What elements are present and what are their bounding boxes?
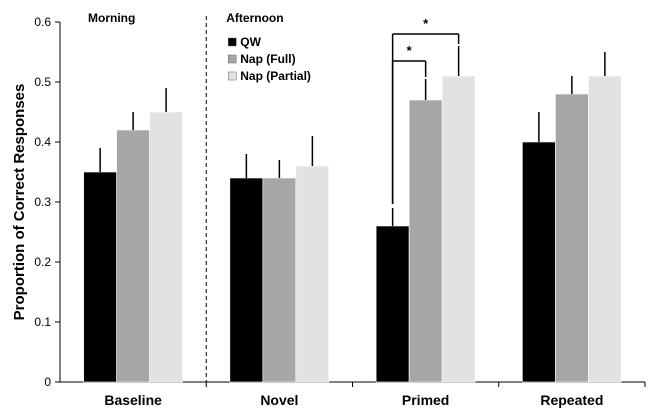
bar (522, 141, 556, 383)
bar (375, 225, 410, 383)
period-label-morning: Morning (88, 11, 135, 25)
x-category-label: Primed (402, 392, 449, 408)
legend-swatch (228, 37, 237, 47)
annotations: ** (391, 16, 460, 204)
legend: QW Nap (Full) Nap (Partial) (228, 35, 311, 83)
x-category-label: Novel (260, 392, 298, 408)
y-tick-label: 0.3 (34, 195, 51, 209)
bar (149, 111, 183, 383)
y-tick-label: 0.1 (34, 315, 51, 329)
legend-swatch (228, 54, 237, 64)
y-tick-label: 0.5 (34, 75, 51, 89)
bars (83, 46, 622, 383)
bar (83, 171, 117, 383)
bar (441, 75, 476, 383)
bar (588, 75, 622, 383)
legend-label: QW (240, 35, 261, 49)
y-tick-label: 0.6 (34, 15, 51, 29)
period-label-afternoon: Afternoon (226, 11, 283, 25)
bar (262, 177, 297, 383)
x-category-label: Repeated (540, 392, 603, 408)
x-category-label: Baseline (104, 392, 162, 408)
legend-label: Nap (Partial) (240, 69, 311, 83)
bar (229, 177, 264, 383)
legend-swatch (228, 71, 237, 81)
bar (295, 165, 330, 383)
significance-star: * (423, 16, 429, 31)
legend-label: Nap (Full) (240, 52, 295, 66)
significance-star: * (407, 43, 413, 58)
y-axis-label: Proportion of Correct Responses (11, 84, 28, 321)
y-tick-label: 0 (44, 375, 51, 389)
bar (408, 99, 443, 383)
bar (116, 129, 150, 383)
bar (555, 93, 589, 383)
y-tick-label: 0.2 (34, 255, 51, 269)
y-tick-label: 0.4 (34, 135, 51, 149)
axes: 0 0.1 0.2 0.3 0.4 0.5 0.6 Baseline Novel Primed Re… (34, 11, 646, 408)
